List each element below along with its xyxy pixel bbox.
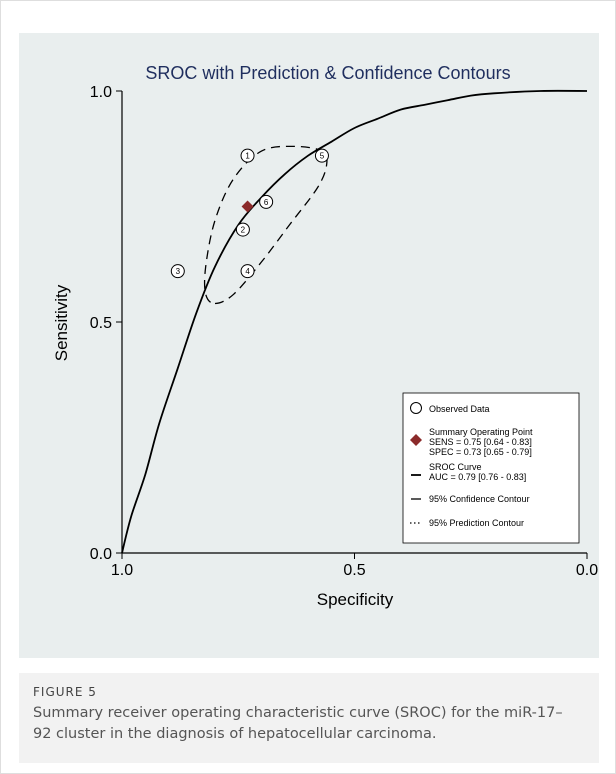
legend-prediction: 95% Prediction Contour [429, 518, 524, 528]
figure-caption: Summary receiver operating characteristi… [33, 705, 563, 742]
x-tick-label: 0.0 [576, 562, 598, 579]
chart-panel: SROC with Prediction & Confidence Contou… [19, 33, 599, 658]
legend-sroc-title: SROC Curve [429, 462, 482, 472]
x-tick-label: 1.0 [111, 562, 133, 579]
sroc-curve [121, 89, 588, 554]
legend-observed-symbol [410, 402, 422, 414]
confidence-contour [203, 145, 328, 305]
observed-point-5 [314, 148, 329, 163]
observed-point-label-2: 2 [241, 226, 246, 235]
legend-spec: SPEC = 0.73 [0.65 - 0.79] [429, 447, 532, 457]
y-tick-label: 0.5 [90, 315, 112, 332]
observed-points: 1 2 3 4 5 6 [170, 148, 329, 279]
x-tick-label: 0.5 [343, 562, 365, 579]
observed-point-label-6: 6 [264, 198, 269, 207]
observed-point-label-1: 1 [245, 152, 250, 161]
figure-label: FIGURE 5 [33, 685, 97, 699]
legend-observed: Observed Data [429, 404, 490, 414]
observed-point-1 [240, 148, 255, 163]
summary-point-marker [241, 200, 254, 213]
y-tick-label: 0.0 [90, 546, 112, 563]
observed-point-2 [235, 222, 250, 237]
legend-box [402, 392, 580, 544]
legend-summary-symbol [410, 434, 422, 446]
observed-point-4 [240, 264, 255, 279]
observed-point-label-3: 3 [176, 267, 181, 276]
sroc-chart: SROC with Prediction & Confidence Contou… [52, 63, 598, 609]
legend-sens: SENS = 0.75 [0.64 - 0.83] [429, 437, 532, 447]
y-tick-label: 1.0 [90, 84, 112, 101]
legend-auc: AUC = 0.79 [0.76 - 0.83] [429, 472, 526, 482]
x-axis-label: Specificity [317, 590, 394, 609]
axis-ticks: 1.0 0.5 0.0 0.0 0.5 1.0 [90, 84, 598, 579]
observed-point-label-4: 4 [245, 267, 250, 276]
legend: Observed Data Summary Operating Point SE… [402, 392, 580, 544]
figure-caption-box: FIGURE 5 Summary receiver operating char… [19, 673, 599, 763]
y-axis-label: Sensitivity [52, 284, 71, 361]
observed-point-label-5: 5 [320, 152, 325, 161]
observed-point-6 [259, 194, 274, 209]
legend-confidence: 95% Confidence Contour [429, 494, 530, 504]
chart-title: SROC with Prediction & Confidence Contou… [145, 63, 510, 83]
legend-summary-title: Summary Operating Point [429, 427, 533, 437]
observed-point-3 [170, 264, 185, 279]
